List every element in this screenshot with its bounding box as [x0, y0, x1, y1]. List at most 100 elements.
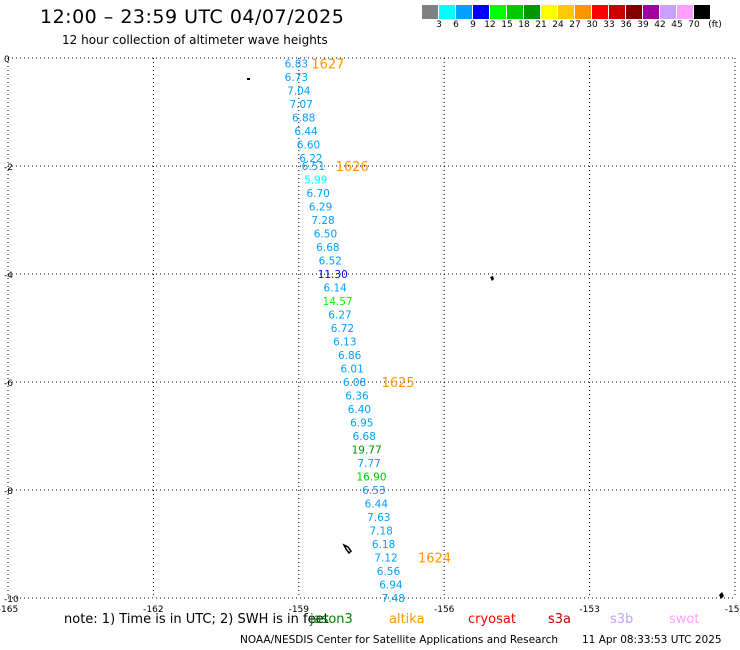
satellite-altika: altika	[389, 612, 425, 627]
pass-time-label: 1625	[382, 376, 415, 391]
wave-height-value: 6.29	[309, 202, 332, 214]
legend-swatch	[507, 5, 524, 19]
legend-tick-label: 36	[620, 20, 632, 30]
lon-tick-label: -159	[289, 605, 310, 615]
wave-height-value: 6.01	[340, 364, 363, 376]
wave-height-value: 6.94	[379, 580, 403, 592]
wave-height-value: 6.68	[316, 242, 339, 254]
lon-tick-label: -156	[434, 605, 455, 615]
legend-tick-label: 21	[535, 20, 547, 30]
legend-tick-label: 42	[654, 20, 666, 30]
track-time-labels: 1627 1626 1625 1624	[311, 57, 451, 566]
lat-tick-label: -10	[4, 595, 19, 605]
legend-swatches	[422, 5, 711, 19]
wave-height-value: 7.18	[369, 526, 392, 538]
legend-tick-label: 12	[484, 20, 496, 30]
wave-height-value: 7.77	[357, 458, 380, 470]
footer-note: note: 1) Time is in UTC; 2) SWH is in fe…	[64, 612, 329, 627]
pass-time-label: 1626	[336, 160, 369, 175]
wave-height-value: 6.18	[372, 539, 395, 551]
wave-height-value: 6.68	[353, 431, 376, 443]
satellite-jason3: jason3	[310, 612, 353, 627]
legend-tick-label: 3	[436, 20, 442, 30]
legend-tick-label: 24	[552, 20, 564, 30]
wave-height-value: 5.99	[304, 175, 327, 187]
legend-swatch	[660, 5, 677, 19]
legend-swatch	[592, 5, 609, 19]
credit-text: NOAA/NESDIS Center for Satellite Applica…	[240, 634, 558, 646]
satellite-cryosat: cryosat	[468, 612, 516, 627]
wave-height-value: 7.12	[374, 553, 397, 565]
wave-height-value: 6.08	[343, 377, 366, 389]
legend-swatch	[541, 5, 558, 19]
wave-height-value: 6.36	[345, 391, 369, 403]
wave-height-value: 6.70	[306, 188, 329, 200]
legend-tick-label: 33	[603, 20, 615, 30]
legend-swatch	[626, 5, 643, 19]
lat-tick-label: -6	[4, 379, 13, 389]
legend-tick-labels: 3 6 9 12 15 18 21 24 27 30 33 36 39 42 45 70 (ft)	[422, 19, 722, 31]
lon-tick-label: -162	[143, 605, 163, 615]
legend-tick-label: 27	[569, 20, 581, 30]
pass-time-label: 1627	[311, 57, 344, 72]
legend-swatch	[456, 5, 473, 19]
lat-tick-label: -8	[4, 487, 13, 497]
lon-tick-label: -150	[725, 605, 740, 615]
lon-tick-label: -165	[0, 605, 18, 615]
legend-tick-label: 30	[586, 20, 598, 30]
wave-height-value: 6.44	[294, 126, 318, 138]
legend-swatch	[490, 5, 507, 19]
page-subtitle: 12 hour collection of altimeter wave hei…	[62, 33, 328, 47]
legend-swatch	[558, 5, 575, 19]
wave-height-value: 6.56	[377, 566, 401, 578]
legend-tick-label: 45	[671, 20, 683, 30]
wave-height-value: 6.53	[362, 485, 385, 497]
lat-tick-label: -4	[4, 271, 13, 281]
wave-height-value: 6.27	[328, 310, 351, 322]
generated-timestamp: 11 Apr 08:33:53 UTC 2025	[582, 634, 722, 646]
wave-height-value: 6.40	[348, 404, 371, 416]
legend-tick-label: 9	[470, 20, 476, 30]
island-marker	[247, 78, 250, 80]
wave-height-value: 7.04	[287, 85, 311, 97]
wave-height-value: 16.90	[356, 472, 386, 484]
axis-tick-labels: -165 -162 -159 -156 -153 -150 0 -2 -4 -6 -8 -10	[0, 55, 740, 615]
satellite-s3b: s3b	[610, 612, 634, 627]
wave-height-value: 6.86	[338, 350, 362, 362]
wave-height-value: 6.73	[285, 72, 308, 84]
wave-height-value: 7.63	[367, 512, 390, 524]
pass-time-label: 1624	[418, 552, 451, 567]
lat-tick-label: 0	[4, 55, 10, 65]
wave-height-value: 7.48	[382, 593, 405, 605]
wave-height-value: 6.88	[292, 112, 315, 124]
wave-height-points: 6.836.737.047.076.886.446.606.226.515.99…	[285, 58, 405, 605]
satellite-s3a: s3a	[548, 612, 572, 627]
wave-height-value: 6.22	[299, 153, 322, 165]
page-title: 12:00 – 23:59 UTC 04/07/2025	[40, 6, 345, 28]
wave-height-value: 6.50	[314, 229, 337, 241]
wave-height-value: 6.44	[365, 499, 389, 511]
island-marker	[719, 592, 724, 599]
wave-height-value: 6.52	[319, 256, 342, 268]
legend-swatch	[422, 5, 439, 19]
wave-height-value: 11.30	[318, 269, 348, 281]
wave-height-value: 6.60	[297, 139, 320, 151]
wave-height-value: 6.83	[285, 58, 308, 70]
color-legend: 3 6 9 12 15 18 21 24 27 30 33 36 39 42 45 70 (ft)	[422, 5, 722, 31]
island-marker	[342, 543, 352, 555]
wave-height-value: 7.07	[290, 99, 313, 111]
wave-height-value: 6.51	[302, 161, 325, 173]
legend-swatch	[609, 5, 626, 19]
legend-tick-label: 70	[688, 20, 700, 30]
island-marker	[490, 276, 494, 281]
legend-unit: (ft)	[708, 20, 722, 30]
legend-swatch	[643, 5, 660, 19]
wave-height-value: 19.77	[352, 445, 382, 457]
wave-height-value: 6.14	[323, 283, 347, 295]
satellite-swot: swot	[669, 612, 700, 627]
legend-swatch	[524, 5, 541, 19]
wave-height-value: 14.57	[323, 296, 353, 308]
legend-swatch	[575, 5, 592, 19]
wave-height-value: 6.13	[333, 337, 356, 349]
